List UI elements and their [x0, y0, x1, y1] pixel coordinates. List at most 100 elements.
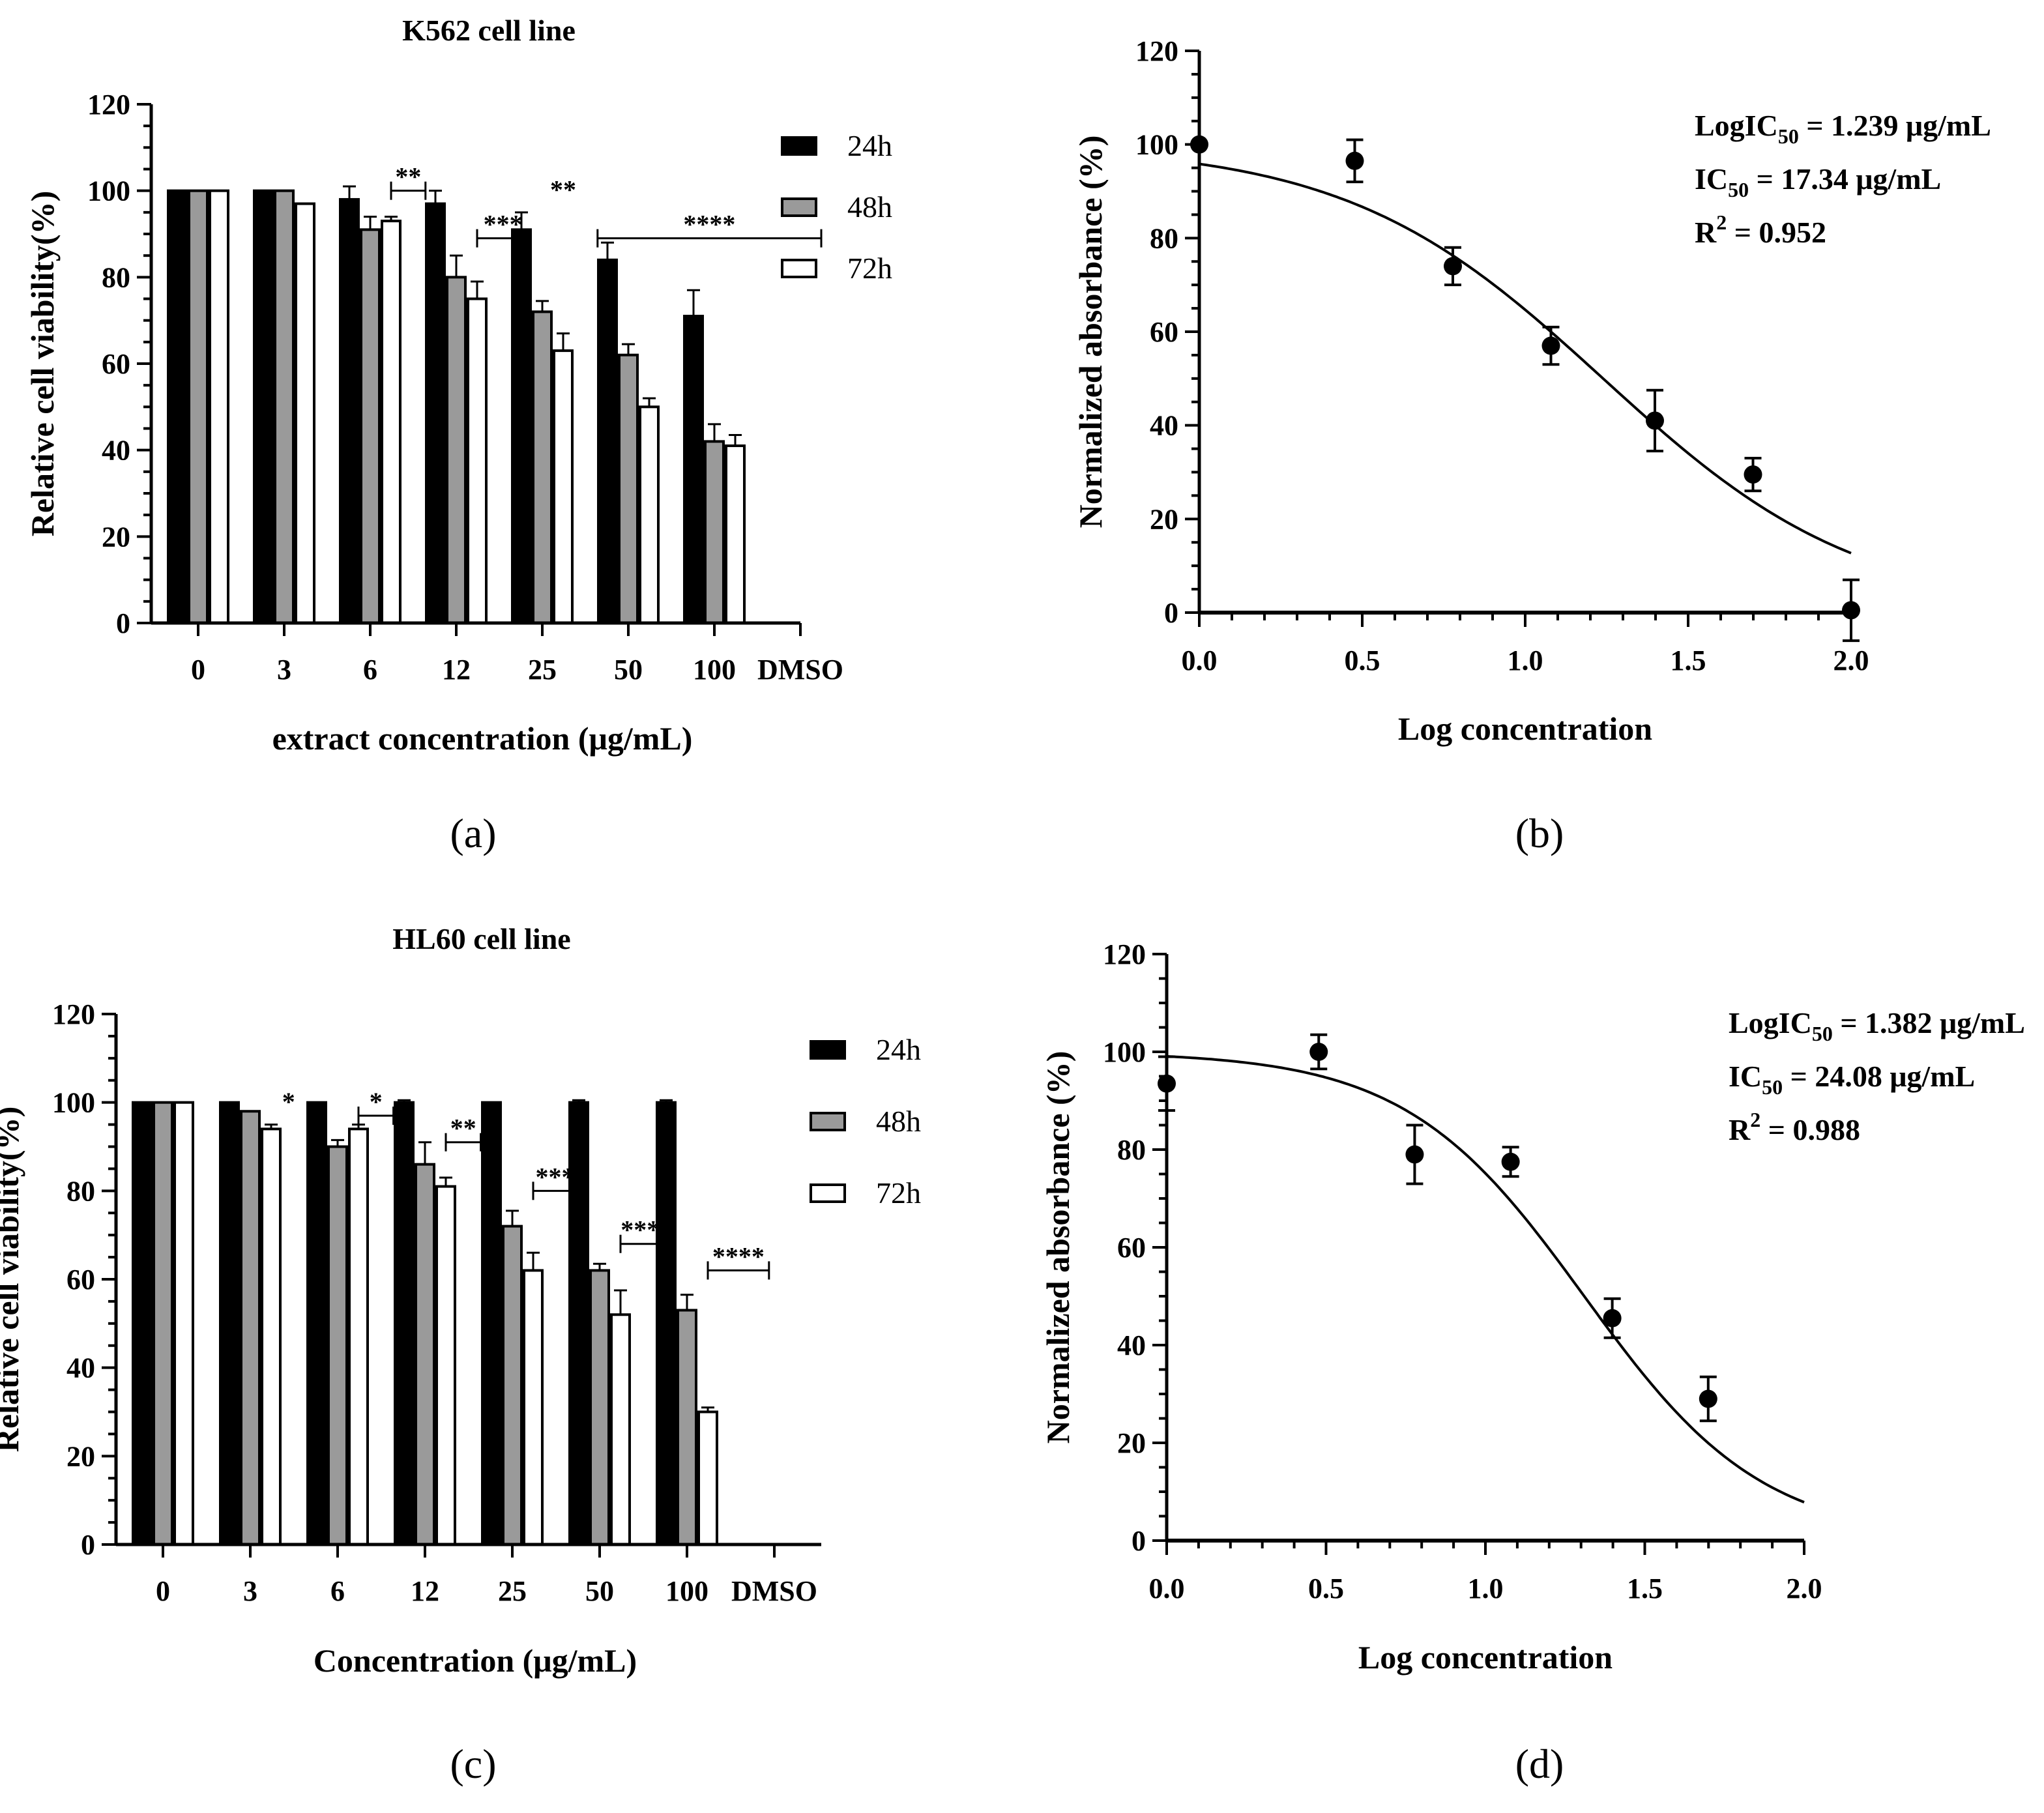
- bar-24h-12: [425, 202, 446, 625]
- y-tick-label: 40: [1117, 1329, 1146, 1361]
- x-tick-label: 0: [191, 654, 205, 686]
- data-point: [1190, 135, 1208, 154]
- bar-24h-6: [339, 197, 360, 624]
- annot-part: =: [1760, 1113, 1792, 1146]
- bar-48h-25: [532, 310, 553, 624]
- panel-label: (b): [1515, 810, 1564, 856]
- panel-label: (c): [450, 1741, 496, 1787]
- bar-48h-0: [188, 189, 209, 624]
- legend-swatch-48h: [781, 197, 817, 217]
- annot-part: IC: [1695, 162, 1728, 196]
- x-tick-label: 0.0: [1182, 645, 1218, 676]
- y-tick-label: 20: [66, 1440, 95, 1472]
- y-tick-label: 40: [66, 1352, 95, 1384]
- chart-title: HL60 cell line: [392, 922, 570, 955]
- annot-superscript: 2: [1716, 210, 1727, 234]
- bar-48h-100: [677, 1309, 697, 1546]
- x-tick-label: 25: [528, 654, 557, 686]
- x-tick-label: 0.0: [1149, 1573, 1185, 1604]
- annot-part: R: [1695, 216, 1717, 249]
- legend-swatch-24h: [781, 136, 817, 156]
- x-tick-label: 1.0: [1508, 645, 1543, 676]
- panel-label: (d): [1515, 1741, 1564, 1787]
- data-point: [1699, 1389, 1717, 1408]
- y-tick-label: 60: [66, 1264, 95, 1296]
- annot-part: =: [1749, 162, 1781, 196]
- bar-48h-6: [327, 1145, 348, 1546]
- bar-72h-25: [523, 1269, 544, 1546]
- x-tick-label: 1.5: [1627, 1573, 1663, 1604]
- x-axis-label: Log concentration: [1358, 1639, 1613, 1675]
- x-tick-label: 50: [614, 654, 643, 686]
- x-tick-label: 100: [665, 1575, 708, 1607]
- bar-24h-6: [306, 1101, 327, 1546]
- x-axis-label: extract concentration (μg/mL): [272, 720, 693, 757]
- significance-label: ***: [536, 1162, 575, 1191]
- x-tick-label: DMSO: [757, 654, 843, 686]
- bar-48h-50: [589, 1269, 610, 1546]
- significance-label: ****: [683, 210, 735, 239]
- panel-0-bar-chart: K562 cell line 0 3 6 12 25 50 100 DMSO extract co…: [24, 14, 892, 757]
- y-tick-label: 100: [1135, 129, 1178, 161]
- annot-part: =: [1727, 216, 1759, 249]
- fit-curve: [1199, 162, 1852, 555]
- annot-unit: μg/mL: [1882, 1060, 1975, 1093]
- x-tick-label: 25: [498, 1575, 527, 1607]
- x-tick-label: 1.0: [1468, 1573, 1504, 1604]
- y-tick-label: 80: [66, 1175, 95, 1207]
- bar-48h-25: [502, 1225, 523, 1546]
- y-tick-label: 40: [102, 435, 130, 467]
- y-tick-label: 100: [1103, 1036, 1146, 1068]
- legend-label-72h: 72h: [847, 252, 892, 285]
- y-tick-label: 80: [1150, 222, 1178, 254]
- bar-48h-6: [360, 228, 381, 625]
- annot-subscript: 50: [1812, 1022, 1833, 1045]
- bar-24h-0: [167, 189, 188, 624]
- y-tick-label: 80: [1117, 1134, 1146, 1166]
- bar-48h-12: [415, 1163, 435, 1546]
- bar-72h-3: [261, 1127, 282, 1546]
- log-ic50-annotation: LogIC50 = 1.382 μg/mL: [1729, 1006, 2025, 1045]
- legend-swatch-72h: [810, 1183, 846, 1203]
- legend-swatch-72h: [781, 259, 817, 278]
- y-tick-label: 60: [1117, 1232, 1146, 1264]
- annot-subscript: 50: [1778, 124, 1799, 148]
- y-tick-label: 120: [1103, 938, 1146, 970]
- data-point: [1444, 257, 1462, 276]
- legend-label-72h: 72h: [876, 1176, 921, 1210]
- x-tick-label: 2.0: [1833, 645, 1869, 676]
- annot-part: =: [1833, 1006, 1865, 1039]
- x-tick-label: 3: [277, 654, 291, 686]
- data-point: [1646, 411, 1664, 430]
- ic50-value: 17.34: [1781, 162, 1848, 196]
- data-point: [1501, 1152, 1520, 1171]
- y-tick-label: 20: [1117, 1427, 1146, 1459]
- significance-label: *: [282, 1087, 295, 1116]
- bar-24h-3: [253, 189, 274, 624]
- y-tick-label: 120: [1135, 35, 1178, 67]
- panel-3-dose-response-chart: 0.0 0.5 1.0 1.5 2.0 Log concentration 0 20 40 60 8…: [1040, 938, 2025, 1675]
- ic50-annotation: IC50 = 24.08 μg/mL: [1729, 1060, 1975, 1099]
- y-tick-label: 0: [1164, 597, 1178, 629]
- y-tick-label: 80: [102, 261, 130, 293]
- legend-label-24h: 24h: [847, 129, 892, 162]
- significance-label: ****: [620, 1215, 673, 1245]
- x-tick-label: 2.0: [1787, 1573, 1822, 1604]
- bar-72h-100: [725, 444, 746, 624]
- bar-24h-0: [132, 1101, 153, 1546]
- y-tick-label: 0: [116, 607, 130, 639]
- bar-72h-12: [435, 1185, 456, 1546]
- bar-24h-25: [481, 1101, 502, 1546]
- y-tick-label: 40: [1150, 410, 1178, 442]
- bar-48h-50: [618, 353, 639, 624]
- annot-unit: μg/mL: [1933, 1006, 2025, 1039]
- annot-part: LogIC: [1695, 109, 1778, 142]
- annot-subscript: 50: [1762, 1075, 1783, 1099]
- bar-48h-12: [446, 276, 467, 625]
- bar-24h-12: [394, 1101, 415, 1546]
- log-ic50-value: 1.239: [1831, 109, 1899, 142]
- bar-24h-50: [597, 258, 618, 624]
- r-squared-annotation: R2 = 0.952: [1695, 210, 1826, 249]
- r-squared-annotation: R2 = 0.988: [1729, 1108, 1860, 1146]
- data-point: [1158, 1074, 1176, 1093]
